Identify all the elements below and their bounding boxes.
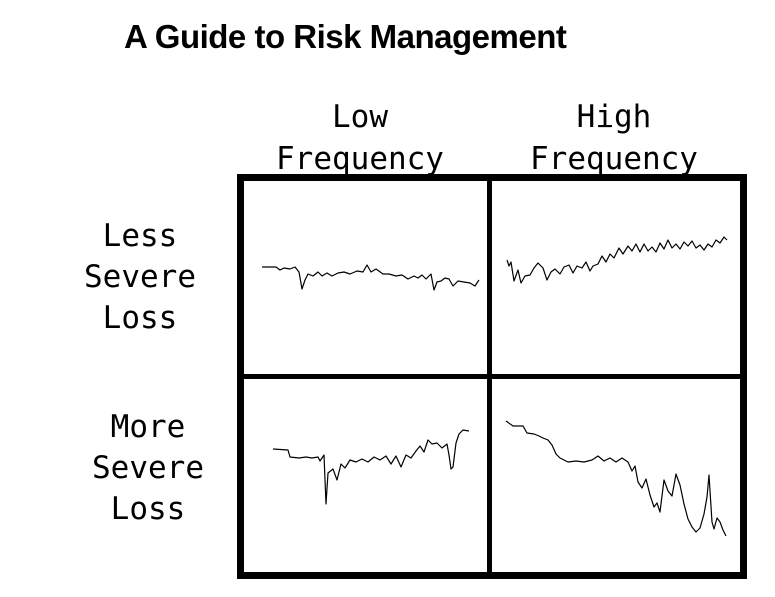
column-header-high-frequency: High Frequency — [530, 99, 698, 177]
curve-high-frequency-more-severe — [505, 420, 727, 537]
page-title: A Guide to Risk Management — [124, 18, 567, 55]
row-header-less-severe-loss: Less Severe Loss — [84, 218, 196, 336]
matrix-horizontal-divider — [237, 374, 747, 379]
curve-low-frequency-less-severe — [262, 264, 480, 291]
column-header-low-frequency: Low Frequency — [276, 99, 444, 177]
row-header-more-severe-loss: More Severe Loss — [92, 409, 204, 527]
curve-high-frequency-less-severe — [506, 236, 728, 284]
curve-low-frequency-more-severe — [272, 429, 470, 505]
